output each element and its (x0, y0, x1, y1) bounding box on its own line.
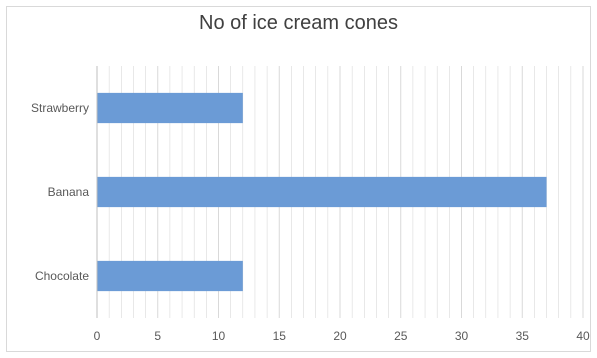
x-tick-label: 35 (516, 329, 530, 343)
x-tick-label: 25 (394, 329, 408, 343)
bar-banana (97, 176, 547, 208)
x-tick-label: 10 (212, 329, 226, 343)
category-label: Strawberry (31, 101, 89, 115)
x-tick-label: 5 (154, 329, 161, 343)
bar-chocolate (97, 260, 243, 292)
bars (97, 92, 547, 292)
x-tick-label: 30 (455, 329, 469, 343)
labels: 0 5 10 15 20 25 30 35 40 Chocolate Banana Strawberr… (31, 101, 590, 343)
x-tick-label: 20 (333, 329, 347, 343)
category-label: Banana (48, 185, 90, 199)
bar-strawberry (97, 92, 243, 124)
category-label: Chocolate (35, 269, 89, 283)
x-tick-label: 40 (576, 329, 590, 343)
x-tick-label: 0 (94, 329, 101, 343)
chart-title: No of ice cream cones (199, 12, 398, 34)
x-tick-label: 15 (273, 329, 287, 343)
